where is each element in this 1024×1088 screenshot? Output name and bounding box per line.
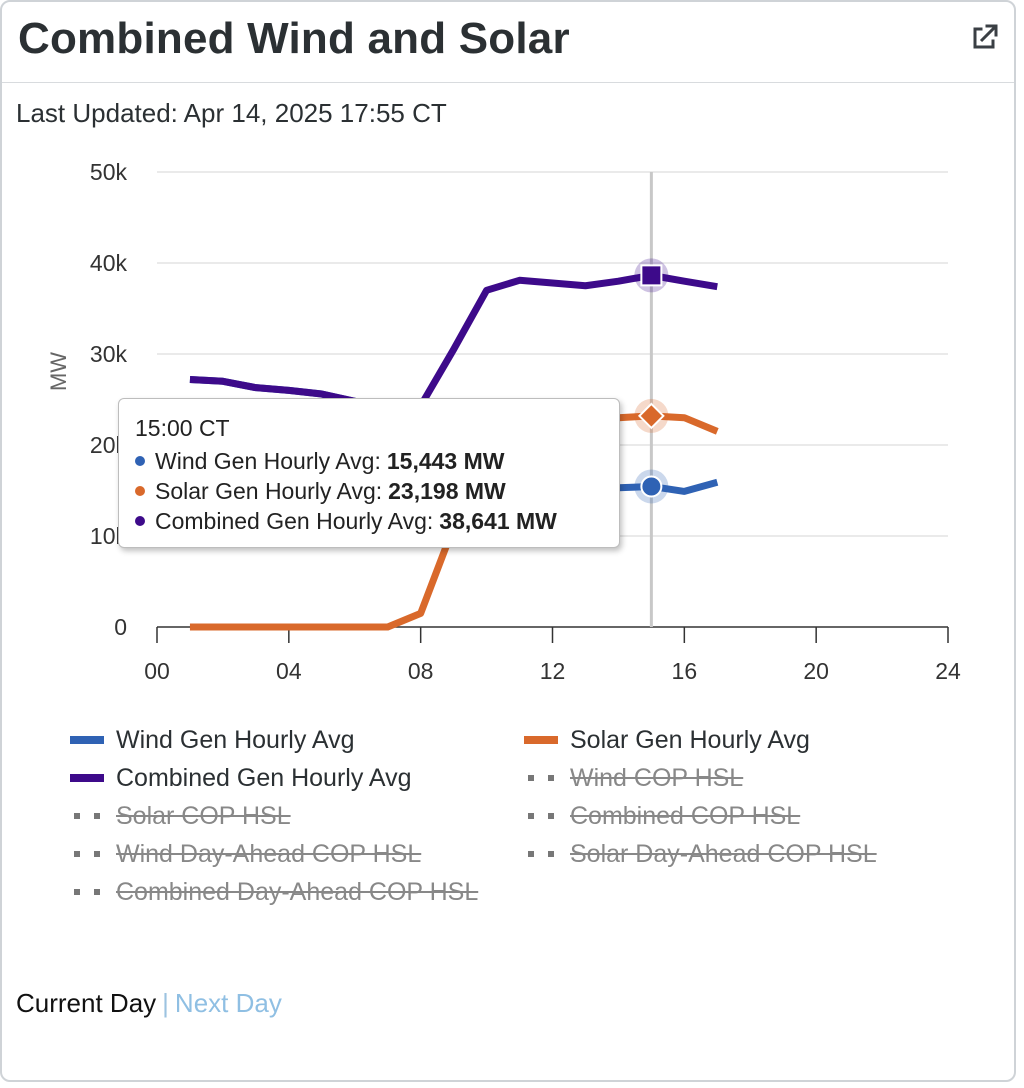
x-tick-label: 16 <box>672 658 698 684</box>
legend-label: Solar COP HSL <box>116 801 291 830</box>
y-tick-label: 40k <box>90 250 128 276</box>
tooltip-value: 15,443 MW <box>386 447 505 474</box>
y-axis-label: MW <box>46 352 71 391</box>
widget-title: Combined Wind and Solar <box>18 14 570 63</box>
legend-item[interactable]: Wind COP HSL <box>524 760 743 796</box>
legend-swatch <box>70 851 104 857</box>
tooltip-dot <box>135 456 145 466</box>
legend-label: Solar Gen Hourly Avg <box>570 725 810 754</box>
combined-gen-hourly-avgline <box>189 271 718 414</box>
tooltip-dot <box>135 486 145 496</box>
widget-header: Combined Wind and Solar <box>2 2 1014 83</box>
legend-label: Wind Gen Hourly Avg <box>116 725 355 754</box>
tooltip-row: Wind Gen Hourly Avg: 15,443 MW <box>135 446 603 476</box>
legend-item[interactable]: Combined COP HSL <box>524 798 800 834</box>
tooltip-value: 23,198 MW <box>388 477 506 504</box>
footer-separator: | <box>162 988 169 1018</box>
current-day-link[interactable]: Current Day <box>16 988 157 1018</box>
legend-swatch <box>70 774 104 782</box>
legend-swatch <box>524 736 558 744</box>
next-day-link[interactable]: Next Day <box>174 988 282 1018</box>
legend-item[interactable]: Combined Day-Ahead COP HSL <box>70 874 478 910</box>
tooltip-label: Wind Gen Hourly Avg: <box>155 447 381 474</box>
legend-item[interactable]: Combined Gen Hourly Avg <box>70 760 412 796</box>
tooltip-label: Solar Gen Hourly Avg: <box>155 477 383 504</box>
x-tick-label: 00 <box>144 658 170 684</box>
legend-item[interactable]: Wind Gen Hourly Avg <box>70 722 355 758</box>
legend-swatch <box>70 813 104 819</box>
legend-label: Combined Day-Ahead COP HSL <box>116 877 479 906</box>
day-toggle: Current Day | Next Day <box>16 988 282 1019</box>
legend-item[interactable]: Wind Day-Ahead COP HSL <box>70 836 421 872</box>
x-tick-label: 24 <box>935 658 961 684</box>
tooltip-row: Solar Gen Hourly Avg: 23,198 MW <box>135 476 603 506</box>
legend-swatch <box>70 889 104 895</box>
x-tick-label: 12 <box>540 658 566 684</box>
legend-label: Combined Gen Hourly Avg <box>116 763 412 792</box>
x-tick-label: 08 <box>408 658 434 684</box>
y-tick-label: 30k <box>90 341 128 367</box>
x-tick-label: 04 <box>276 658 302 684</box>
last-updated: Last Updated: Apr 14, 2025 17:55 CT <box>16 98 447 128</box>
external-link-icon[interactable] <box>966 20 1002 56</box>
legend-swatch <box>524 851 558 857</box>
y-tick-label: 0 <box>114 614 127 640</box>
legend-swatch <box>70 736 104 744</box>
y-tick-label: 50k <box>90 159 128 185</box>
legend-item[interactable]: Solar COP HSL <box>70 798 291 834</box>
legend-label: Wind Day-Ahead COP HSL <box>116 839 422 868</box>
tooltip-label: Combined Gen Hourly Avg: <box>155 507 434 534</box>
combined-gen-hourly-avgmarker <box>640 264 663 287</box>
legend-swatch <box>524 775 558 781</box>
tooltip-value: 38,641 MW <box>439 507 557 534</box>
x-tick-label: 20 <box>803 658 829 684</box>
legend-item[interactable]: Solar Gen Hourly Avg <box>524 722 810 758</box>
tooltip-dot <box>135 516 145 526</box>
solar-gen-hourly-avgmarker <box>637 402 665 430</box>
legend-item[interactable]: Solar Day-Ahead COP HSL <box>524 836 877 872</box>
wind-gen-hourly-avgmarker <box>640 475 663 498</box>
tooltip-row: Combined Gen Hourly Avg: 38,641 MW <box>135 506 603 536</box>
legend-label: Wind COP HSL <box>570 763 744 792</box>
tooltip-time: 15:00 CT <box>135 415 230 441</box>
chart-tooltip: 15:00 CT Wind Gen Hourly Avg: 15,443 MW So… <box>118 398 620 548</box>
legend-label: Solar Day-Ahead COP HSL <box>570 839 877 868</box>
legend-label: Combined COP HSL <box>570 801 801 830</box>
legend-swatch <box>524 813 558 819</box>
